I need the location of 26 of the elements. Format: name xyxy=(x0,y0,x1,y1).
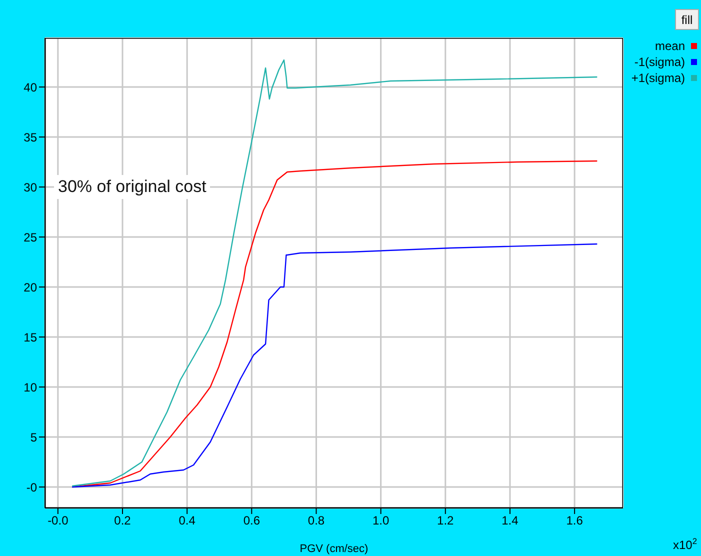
x-tick-label: 1.2 xyxy=(437,514,454,528)
line-series xyxy=(72,243,598,488)
legend-label: mean xyxy=(654,39,685,53)
x-tick-label: 0.4 xyxy=(178,514,196,528)
y-tick-label: 15 xyxy=(24,330,38,344)
y-tick-label: 35 xyxy=(24,130,38,144)
y-tick-label: 40 xyxy=(24,80,38,94)
legend-label: -1(sigma) xyxy=(634,55,685,69)
x-tick-label: 0.8 xyxy=(308,514,325,528)
text: x10$^{2}$ xyxy=(672,536,697,552)
y-tick-label: 10 xyxy=(24,380,38,394)
y-tick-label: 30 xyxy=(24,180,38,194)
y-tick-label: -0 xyxy=(26,480,38,494)
x-tick-label: 1.4 xyxy=(502,514,519,528)
x-tick-label: 1.6 xyxy=(566,514,584,528)
x-tick-label: 0.6 xyxy=(243,514,260,528)
fill-button: fill xyxy=(675,9,699,30)
x-tick-label: -0.0 xyxy=(48,514,69,528)
annotation: 30% of original cost xyxy=(58,177,206,196)
legend-label: +1(sigma) xyxy=(631,71,685,85)
y-tick-label: 25 xyxy=(24,230,38,244)
x-tick-label: 1.0 xyxy=(372,514,390,528)
x-tick-label: 0.2 xyxy=(114,514,132,528)
x-axis-title: PGV (cm/sec) xyxy=(300,543,368,555)
y-tick-label: 20 xyxy=(24,280,38,294)
y-tick-label: 5 xyxy=(30,430,38,444)
